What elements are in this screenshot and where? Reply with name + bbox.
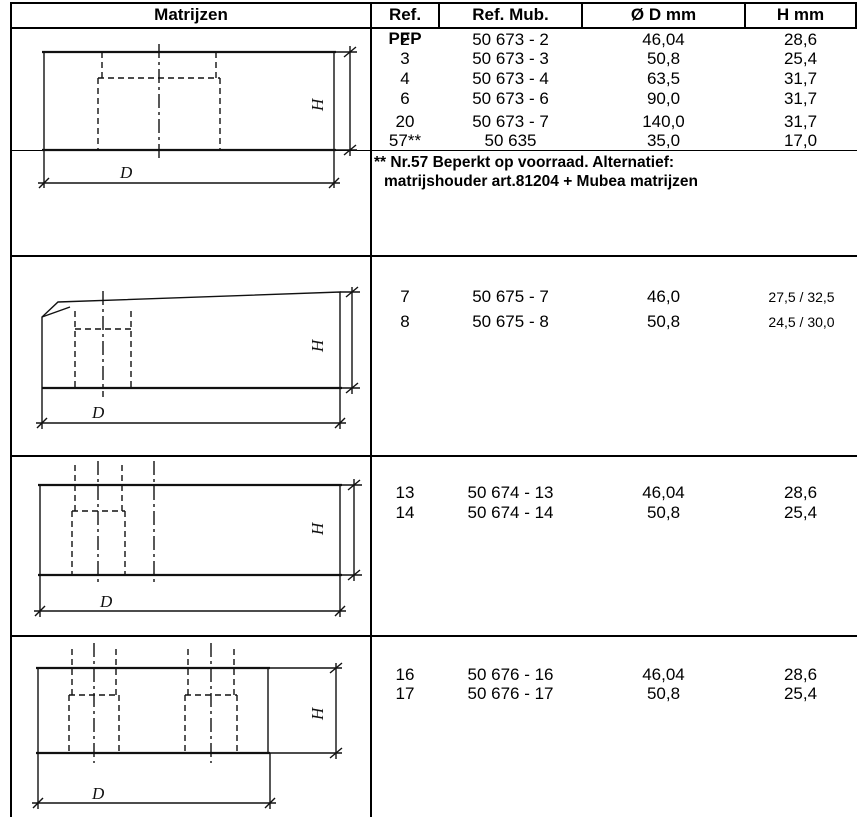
header-divider-1 [438, 2, 440, 28]
cell-ref-pfp: 14 [395, 503, 415, 522]
cell-diameter: 90,0 [646, 89, 681, 108]
die-drawing-1: H D [38, 44, 357, 189]
group-3-bottom-border [10, 635, 857, 637]
cell-ref-mub: 50 673 - 2 [472, 30, 549, 49]
group-1-bottom-border [10, 255, 857, 257]
cell-diameter: 50,8 [646, 312, 681, 331]
cell-height: 25,4 [783, 503, 818, 522]
header-ref-mub: Ref. Mub. [472, 5, 549, 24]
dimension-label-h: H [308, 521, 327, 536]
die-outline [39, 484, 341, 576]
cell-height: 28,6 [783, 30, 818, 49]
cell-ref-mub: 50 635 [484, 131, 537, 150]
cell-ref-mub: 50 673 - 7 [472, 112, 549, 131]
cell-ref-pfp: 3 [400, 49, 410, 68]
dimension-label-d: D [91, 784, 105, 803]
stock-note-line-2: matrijshouder art.81204 + Mubea matrijze… [384, 173, 698, 190]
cell-diameter: 140,0 [642, 112, 685, 131]
stock-note-line-1: ** Nr.57 Beperkt op voorraad. Alternatie… [374, 154, 675, 171]
header-divider-3 [744, 2, 746, 28]
cell-height: 28,6 [783, 665, 818, 684]
header-matrijzen: Matrijzen [154, 5, 228, 24]
cell-ref-pfp: 13 [395, 483, 415, 502]
cell-height: 24,5 / 30,0 [768, 314, 835, 330]
cell-ref-pfp: 57** [388, 131, 422, 150]
header-diameter: Ø D mm [630, 5, 697, 24]
cell-ref-mub: 50 675 - 8 [472, 312, 549, 331]
drawing-column-right-border [370, 2, 372, 817]
cell-ref-mub: 50 675 - 7 [472, 287, 549, 306]
dimension-label-d: D [119, 163, 133, 182]
die-outline [43, 51, 335, 151]
cell-height: 17,0 [783, 131, 818, 150]
header-divider-2 [581, 2, 583, 28]
cell-ref-pfp: 4 [400, 69, 410, 88]
dimension-label-h: H [308, 706, 327, 721]
table-left-border [10, 2, 12, 817]
cell-diameter: 46,04 [642, 483, 685, 502]
cell-diameter: 46,0 [646, 287, 681, 306]
header-bottom-border [10, 27, 857, 29]
cell-height: 31,7 [783, 69, 818, 88]
table-right-border [855, 2, 857, 28]
cell-diameter: 50,8 [646, 503, 681, 522]
cell-ref-pfp: 17 [395, 684, 415, 703]
die-drawing-3: H D [34, 461, 362, 617]
die-outline [41, 291, 341, 388]
cell-ref-mub: 50 673 - 6 [472, 89, 549, 108]
cell-diameter: 46,04 [642, 30, 685, 49]
cell-ref-pfp: 16 [395, 665, 415, 684]
dimension-label-h: H [308, 338, 327, 353]
header-height: H mm [776, 5, 825, 24]
cell-ref-pfp: 8 [400, 312, 410, 331]
cell-diameter: 35,0 [646, 131, 681, 150]
cell-ref-pfp: 20 [395, 112, 415, 131]
cell-ref-mub: 50 674 - 13 [467, 483, 554, 502]
cell-height: 25,4 [783, 684, 818, 703]
dimension-label-d: D [91, 403, 105, 422]
cell-ref-pfp: 2 [400, 30, 410, 49]
die-drawing-2: H D [36, 286, 360, 429]
group-2-bottom-border [10, 455, 857, 457]
cell-diameter: 50,8 [646, 49, 681, 68]
cell-ref-mub: 50 674 - 14 [467, 503, 554, 522]
cell-ref-pfp: 6 [400, 89, 410, 108]
cell-height: 31,7 [783, 112, 818, 131]
cell-diameter: 46,04 [642, 665, 685, 684]
cell-height: 25,4 [783, 49, 818, 68]
dimension-label-h: H [308, 97, 327, 112]
cell-ref-mub: 50 673 - 3 [472, 49, 549, 68]
cell-height: 28,6 [783, 483, 818, 502]
group-1-rows-divider [10, 150, 857, 151]
header-ref-pfp: Ref. PFP [388, 5, 422, 48]
table-top-border [10, 2, 857, 4]
cell-ref-mub: 50 676 - 17 [467, 684, 554, 703]
cell-ref-pfp: 7 [400, 287, 410, 306]
cell-ref-mub: 50 676 - 16 [467, 665, 554, 684]
dimension-label-d: D [99, 592, 113, 611]
die-drawing-4: H D [32, 643, 343, 809]
cell-ref-mub: 50 673 - 4 [472, 69, 549, 88]
cell-height: 31,7 [783, 89, 818, 108]
cell-diameter: 50,8 [646, 684, 681, 703]
cell-diameter: 63,5 [646, 69, 681, 88]
cell-height: 27,5 / 32,5 [768, 289, 835, 305]
